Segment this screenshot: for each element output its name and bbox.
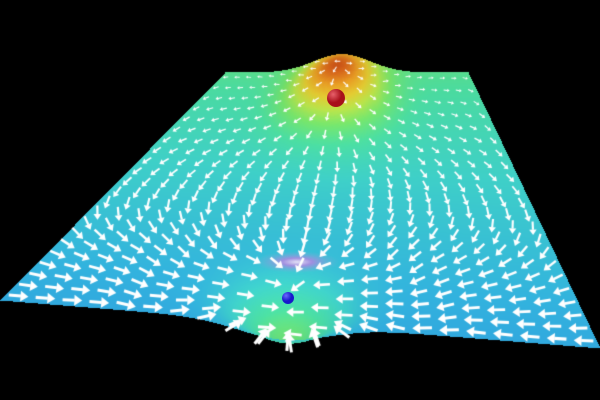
- negative-charge-marker[interactable]: [282, 292, 294, 304]
- positive-charge-marker[interactable]: [327, 89, 345, 107]
